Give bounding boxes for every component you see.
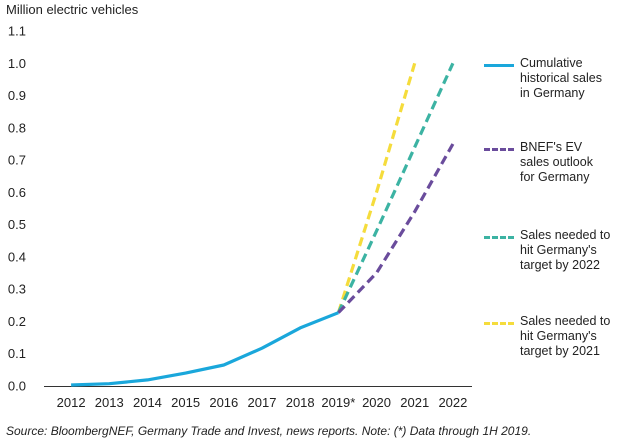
series-line-2 — [336, 62, 455, 314]
y-tick-label: 0.9 — [8, 88, 26, 103]
y-tick-label: 0.5 — [8, 217, 26, 232]
x-tick-label: 2016 — [209, 395, 238, 410]
x-tick-label: 2021 — [400, 395, 429, 410]
series-line-0 — [71, 311, 339, 387]
y-tick-label: 0.8 — [8, 120, 26, 135]
x-tick-label: 2015 — [171, 395, 200, 410]
y-tick-label: 0.1 — [8, 346, 26, 361]
x-tick-label: 2018 — [286, 395, 315, 410]
legend-label-target-2022: Sales needed to hit Germany's target by … — [520, 228, 611, 272]
source-note: Source: BloombergNEF, Germany Trade and … — [6, 424, 532, 438]
legend-swatch-target-2021 — [484, 322, 514, 325]
y-tick-label: 0.7 — [8, 153, 26, 168]
y-tick-label: 0.2 — [8, 314, 26, 329]
series-layer — [71, 62, 455, 387]
x-tick-labels: 2012 2013 2014 2015 2016 2017 2018 2019* 2020 202… — [57, 395, 468, 410]
legend-swatch-target-2022 — [484, 236, 514, 239]
y-tick-label: 1.1 — [8, 24, 26, 39]
y-axis-title: Million electric vehicles — [6, 2, 139, 17]
legend-label-bnef-outlook: BNEF's EV sales outlook for Germany — [520, 140, 593, 184]
x-tick-label: 2014 — [133, 395, 162, 410]
x-tick-label: 2013 — [95, 395, 124, 410]
series-line-3 — [336, 62, 417, 314]
legend-swatch-historical — [484, 64, 514, 67]
y-tick-label: 1.0 — [8, 56, 26, 71]
x-tick-label: 2020 — [362, 395, 391, 410]
y-tick-label: 0.6 — [8, 185, 26, 200]
legend-swatch-bnef-outlook — [484, 148, 514, 151]
y-tick-label: 0.4 — [8, 249, 26, 264]
y-tick-labels: 0.0 0.1 0.2 0.3 0.4 0.5 0.6 0.7 0.8 0.9 1.0 1.1 — [8, 24, 26, 394]
legend-label-historical: Cumulative historical sales in Germany — [520, 56, 602, 100]
series-line-1 — [337, 143, 455, 314]
y-tick-label: 0.0 — [8, 379, 26, 394]
x-tick-label: 2019* — [321, 395, 355, 410]
y-tick-label: 0.3 — [8, 282, 26, 297]
legend-label-target-2021: Sales needed to hit Germany's target by … — [520, 314, 611, 358]
x-tick-label: 2017 — [248, 395, 277, 410]
x-tick-label: 2022 — [438, 395, 467, 410]
x-tick-label: 2012 — [57, 395, 86, 410]
